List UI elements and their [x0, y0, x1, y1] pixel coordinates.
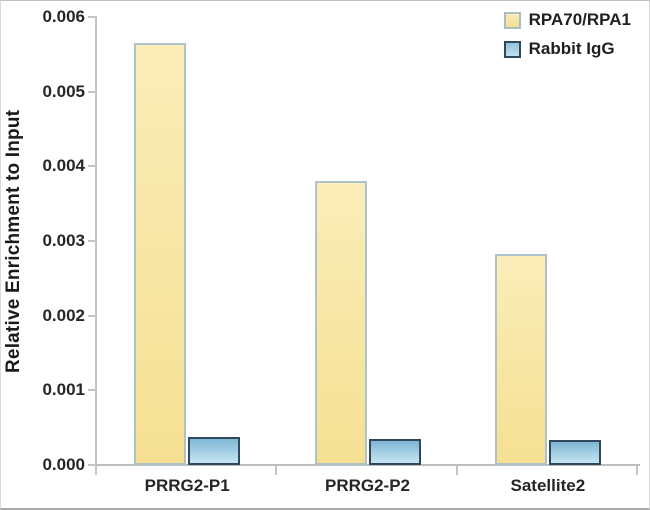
y-axis-tick-label: 0.005: [42, 81, 85, 101]
x-axis-tick: [636, 466, 638, 475]
bar-rabbit-igg-prrg2-p2: [369, 439, 421, 465]
y-axis-tick-label: 0.002: [42, 305, 85, 325]
y-axis-tick-label: 0.006: [42, 7, 85, 26]
y-axis-tick: [88, 464, 96, 466]
legend-swatch-rpa70-rpa1: [503, 11, 521, 29]
legend: RPA70/RPA1 Rabbit IgG: [503, 9, 631, 67]
x-axis-tick: [455, 466, 458, 475]
category-label-prrg2-p1: PRRG2-P1: [144, 476, 230, 495]
y-axis-tick: [88, 314, 96, 317]
plot-area: [97, 17, 638, 465]
bar-rpa70-rpa1-prrg2-p1: [134, 43, 186, 465]
bar-rpa70-rpa1-satellite2: [495, 254, 547, 465]
legend-item-rabbit-igg: Rabbit IgG: [503, 38, 631, 60]
bar-rabbit-igg-satellite2: [549, 440, 601, 465]
legend-item-rpa70-rpa1: RPA70/RPA1: [503, 9, 631, 31]
category-label-prrg2-p2: PRRG2-P2: [324, 476, 411, 495]
x-axis-line: [95, 464, 640, 466]
legend-label-rabbit-igg: Rabbit IgG: [528, 39, 615, 58]
bar-rabbit-igg-prrg2-p1: [188, 437, 240, 465]
legend-label-rpa70-rpa1: RPA70/RPA1: [528, 10, 631, 29]
y-axis-tick: [88, 165, 96, 168]
legend-swatch-rabbit-igg: [503, 40, 521, 58]
y-axis-tick: [88, 90, 96, 93]
x-axis-tick: [95, 466, 97, 475]
y-axis-tick-label: 0.000: [42, 455, 85, 474]
category-label-satellite2: Satellite2: [510, 476, 586, 495]
bar-rpa70-rpa1-prrg2-p2: [315, 181, 367, 465]
y-axis-tick: [88, 240, 96, 242]
y-axis-tick: [88, 389, 96, 392]
y-axis-line: [95, 16, 97, 466]
y-axis-tick-label: 0.001: [42, 380, 85, 400]
y-axis-tick: [88, 16, 96, 18]
y-axis-tick-label: 0.003: [42, 231, 85, 250]
x-axis-tick: [275, 466, 278, 475]
y-axis-tick-label: 0.004: [42, 156, 85, 176]
